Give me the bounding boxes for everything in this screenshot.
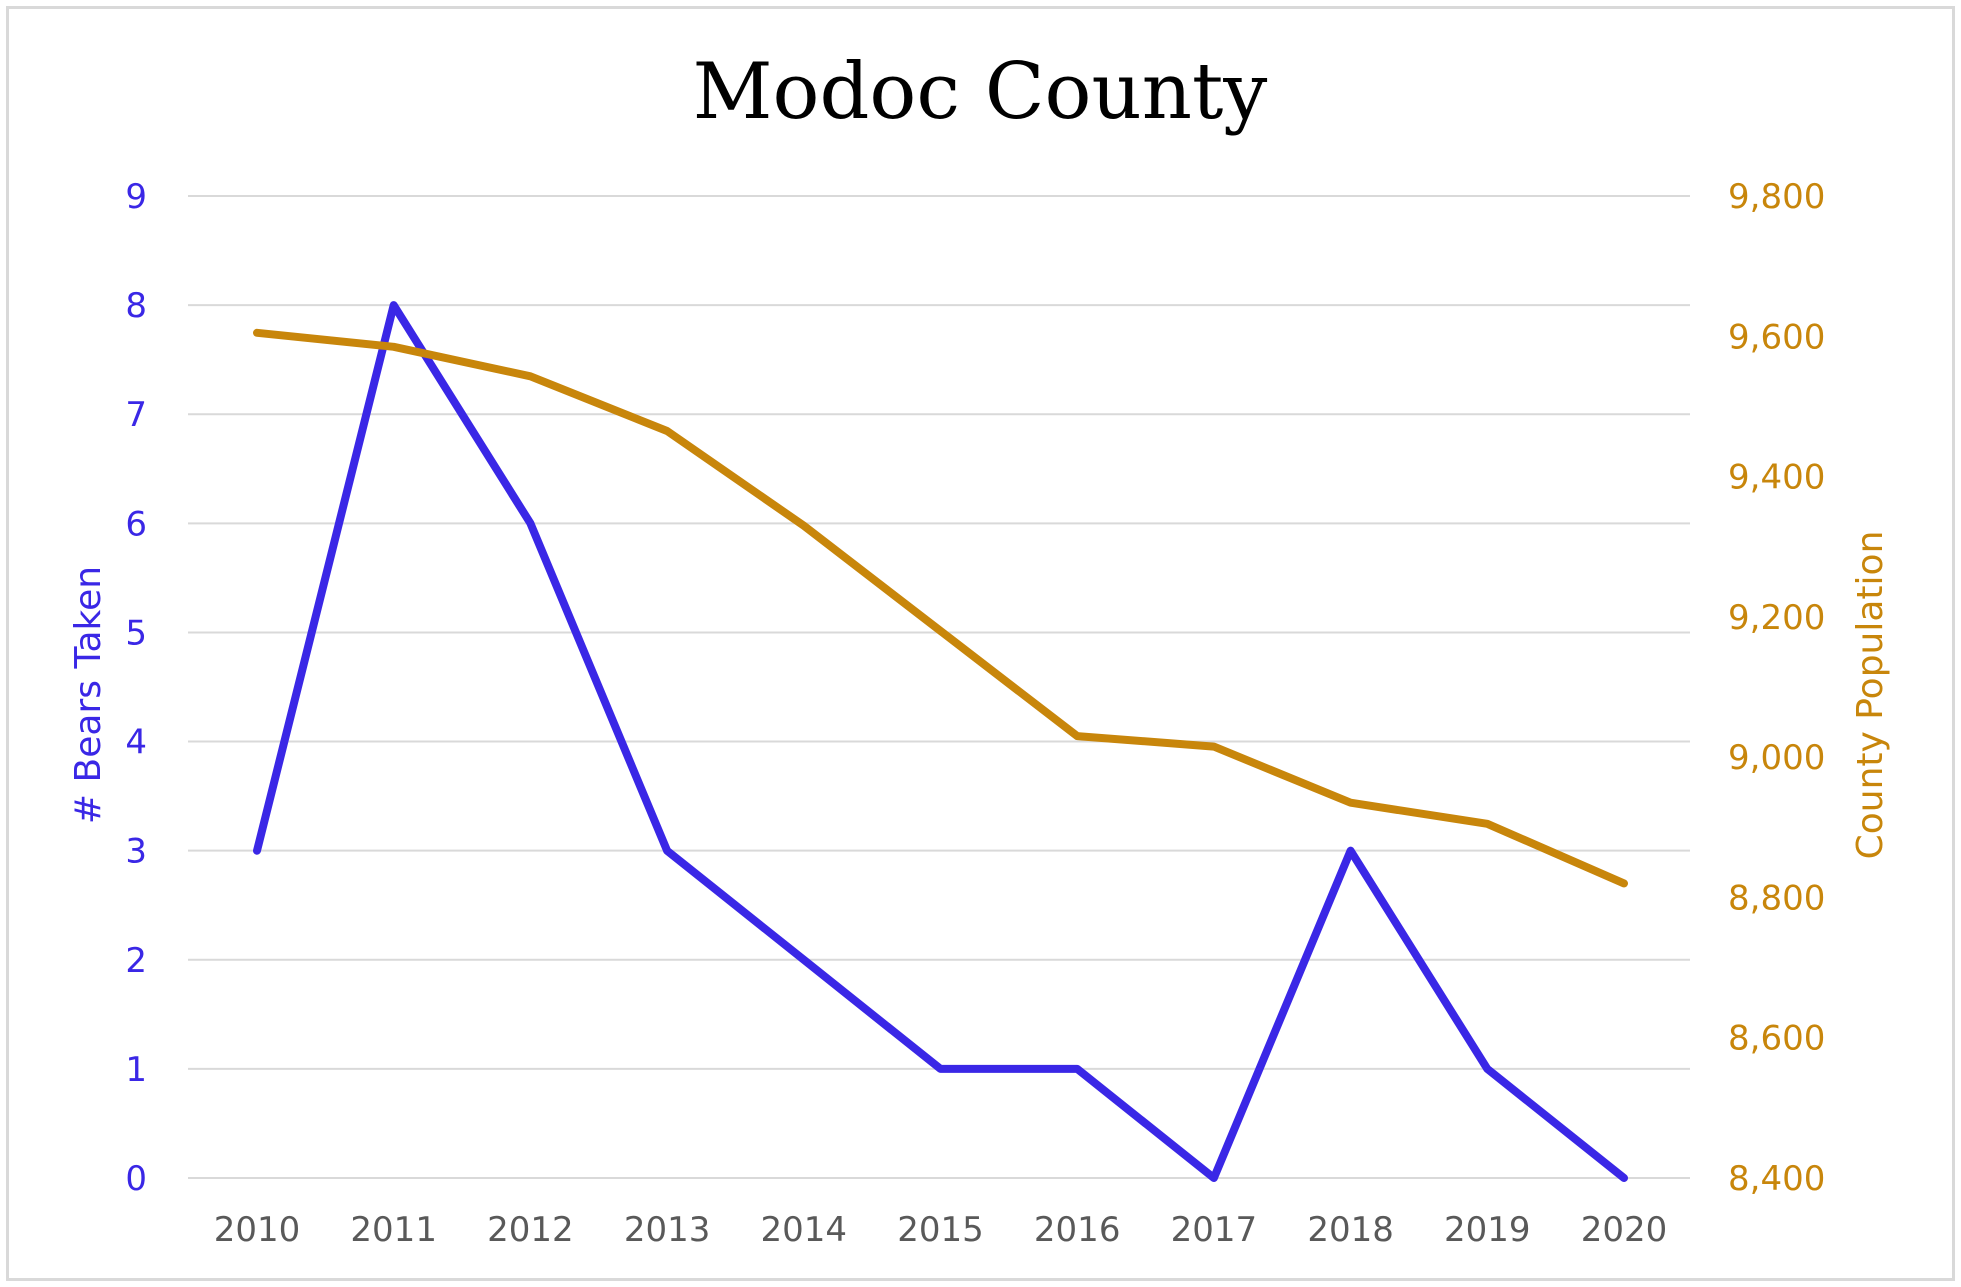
right-axis-tick-label: 9,600 xyxy=(1728,317,1825,357)
population-series-line xyxy=(253,328,1628,888)
left-axis-title: # Bears Taken xyxy=(68,566,109,824)
left-axis-tick-label: 1 xyxy=(125,1050,147,1090)
right-axis-tick-label: 9,800 xyxy=(1728,177,1825,217)
x-axis-ticks: 2010 2011 2012 2013 2014 2015 2016 2017 2018 2019… xyxy=(214,1210,1668,1250)
x-axis-tick-label: 2012 xyxy=(487,1210,574,1250)
left-axis-tick-label: 2 xyxy=(125,941,147,981)
x-axis-tick-label: 2017 xyxy=(1171,1210,1258,1250)
series-lines xyxy=(253,301,1628,1182)
gridlines xyxy=(188,195,1690,1179)
right-axis-tick-label: 9,400 xyxy=(1728,458,1825,498)
bears-taken-series-line xyxy=(253,301,1628,1182)
right-axis-tick-label: 8,400 xyxy=(1728,1159,1825,1199)
x-axis-tick-label: 2020 xyxy=(1581,1210,1668,1250)
x-axis-tick-label: 2011 xyxy=(350,1210,437,1250)
right-axis-tick-label: 9,200 xyxy=(1728,598,1825,638)
x-axis-tick-label: 2016 xyxy=(1034,1210,1121,1250)
right-axis-tick-label: 8,600 xyxy=(1728,1019,1825,1059)
right-axis-tick-label: 9,000 xyxy=(1728,738,1825,778)
right-axis-title: County Population xyxy=(1850,531,1891,860)
right-axis-tick-label: 8,800 xyxy=(1728,878,1825,918)
x-axis-tick-label: 2010 xyxy=(214,1210,301,1250)
left-axis-tick-label: 9 xyxy=(125,177,147,217)
x-axis-tick-label: 2015 xyxy=(897,1210,984,1250)
left-axis-tick-label: 8 xyxy=(125,286,147,326)
x-axis-tick-label: 2014 xyxy=(761,1210,848,1250)
left-axis-tick-label: 3 xyxy=(125,832,147,872)
left-axis-tick-label: 0 xyxy=(125,1159,147,1199)
left-axis-ticks: 0 1 2 3 4 5 6 7 8 9 xyxy=(125,177,147,1199)
right-axis-ticks: 8,400 8,600 8,800 9,000 9,200 9,400 9,600 9,800 xyxy=(1728,177,1825,1199)
left-axis-tick-label: 5 xyxy=(125,613,147,653)
chart-title: Modoc County xyxy=(693,47,1268,137)
left-axis-tick-label: 4 xyxy=(125,723,147,763)
x-axis-tick-label: 2013 xyxy=(624,1210,711,1250)
left-axis-tick-label: 7 xyxy=(125,395,147,435)
x-axis-tick-label: 2019 xyxy=(1444,1210,1531,1250)
x-axis-tick-label: 2018 xyxy=(1307,1210,1394,1250)
left-axis-tick-label: 6 xyxy=(125,504,147,544)
